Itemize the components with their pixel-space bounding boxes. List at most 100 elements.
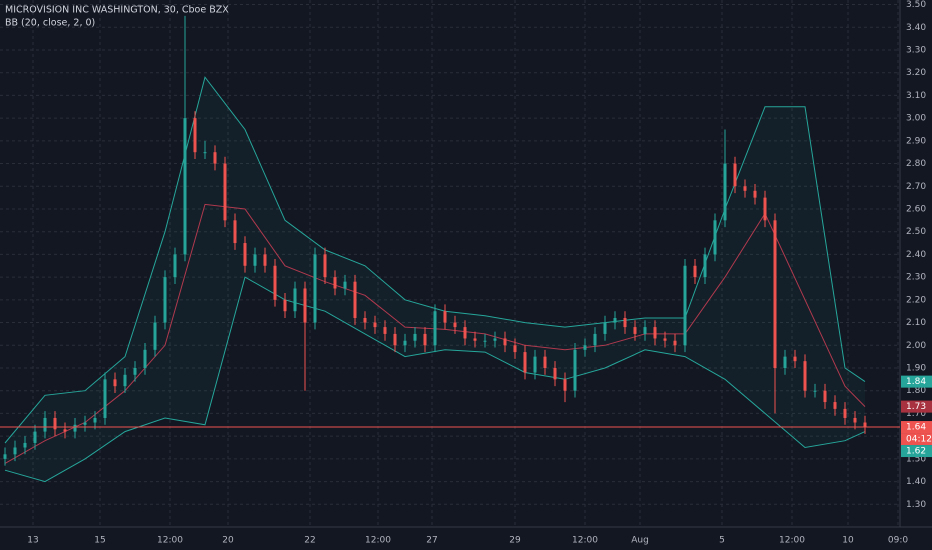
candle-body	[473, 338, 477, 341]
candle-body	[33, 431, 37, 443]
candle-body	[273, 265, 277, 300]
axes: 1.301.401.501.601.701.801.902.002.102.20…	[27, 0, 932, 546]
candle-body	[143, 349, 147, 368]
candle-body	[213, 152, 217, 164]
candle-body	[643, 327, 647, 334]
candle-body	[723, 163, 727, 221]
lower-band-label: 1.62	[906, 447, 926, 457]
candle-body	[393, 333, 397, 346]
candle-body	[3, 454, 7, 459]
y-tick-label: 2.10	[906, 318, 926, 328]
indicator-label: BB (20, close, 2, 0)	[5, 18, 95, 29]
x-tick-label: 22	[304, 536, 315, 546]
candle-body	[73, 424, 77, 432]
candle-body	[513, 345, 517, 353]
candle-body	[443, 311, 447, 323]
grid	[0, 0, 900, 527]
candle-body	[603, 322, 607, 334]
candle-body	[453, 322, 457, 328]
candle-body	[563, 379, 567, 391]
candle-body	[93, 417, 97, 423]
candle-body	[673, 340, 677, 346]
x-tick-label: 09:0	[888, 536, 908, 546]
x-tick-label: 15	[94, 536, 105, 546]
y-tick-label: 2.80	[906, 159, 926, 169]
candle-body	[13, 447, 17, 455]
candle-body	[853, 417, 857, 423]
y-tick-label: 2.00	[906, 341, 926, 351]
candle-body	[23, 442, 27, 448]
candle-body	[583, 345, 587, 350]
y-tick-label: 2.50	[906, 227, 926, 237]
candle-body	[413, 333, 417, 341]
x-tick-label: 12:00	[779, 536, 805, 546]
y-tick-label: 3.40	[906, 23, 926, 33]
y-tick-label: 3.30	[906, 45, 926, 55]
candle-body	[173, 254, 177, 278]
basis-label: 1.73	[906, 402, 926, 412]
candle-body	[53, 417, 57, 430]
y-tick-label: 2.60	[906, 204, 926, 214]
candle-body	[183, 118, 187, 255]
y-tick-label: 3.20	[906, 68, 926, 78]
candle-body	[523, 352, 527, 373]
candle-body	[763, 197, 767, 221]
candle-body	[503, 338, 507, 346]
candle-body	[613, 318, 617, 323]
last-price-label: 1.64	[906, 423, 926, 433]
y-tick-label: 1.90	[906, 363, 926, 373]
candle-body	[153, 322, 157, 350]
candle-body	[263, 254, 267, 266]
candle-body	[283, 299, 287, 312]
candle-body	[833, 402, 837, 409]
candle-body	[313, 254, 317, 323]
candle-body	[533, 356, 537, 373]
x-tick-label: 12:00	[365, 536, 391, 546]
candle-body	[123, 374, 127, 387]
candle-body	[353, 281, 357, 319]
candle-body	[323, 254, 327, 278]
x-tick-label: 5	[719, 536, 725, 546]
candle-body	[783, 356, 787, 368]
candle-body	[543, 356, 547, 368]
bb-basis	[4, 203, 866, 464]
x-tick-label: 20	[222, 536, 234, 546]
x-tick-label: 12:00	[572, 536, 598, 546]
candle-body	[103, 379, 107, 418]
candle-body	[383, 327, 387, 334]
candle-body	[773, 220, 777, 368]
y-tick-label: 2.70	[906, 182, 926, 192]
y-tick-label: 2.20	[906, 295, 926, 305]
candle-body	[623, 318, 627, 328]
candle-body	[843, 408, 847, 418]
y-tick-label: 3.10	[906, 91, 926, 101]
candle-body	[223, 163, 227, 221]
candle-body	[433, 311, 437, 346]
candle-body	[653, 327, 657, 339]
candle-body	[203, 152, 207, 154]
candle-body	[243, 243, 247, 266]
y-tick-label: 1.40	[906, 477, 926, 487]
countdown-label-bg	[901, 433, 932, 446]
candle-body	[793, 356, 797, 362]
candle-body	[63, 429, 67, 432]
chart-title: MICROVISION INC WASHINGTON, 30, Cboe BZX	[5, 5, 229, 16]
y-tick-label: 1.80	[906, 386, 926, 396]
candle-body	[403, 340, 407, 346]
candle-body	[483, 340, 487, 342]
x-tick-label: 10	[842, 536, 854, 546]
candle-body	[133, 367, 137, 375]
candle-body	[83, 422, 87, 425]
plot-area	[0, 15, 900, 483]
band-fill	[5, 77, 865, 482]
candle-body	[293, 288, 297, 312]
candle-body	[663, 338, 667, 341]
y-tick-label: 2.40	[906, 250, 926, 260]
candle-body	[493, 338, 497, 341]
y-tick-label: 1.30	[906, 500, 926, 510]
y-tick-label: 2.30	[906, 273, 926, 283]
candle-body	[553, 367, 557, 380]
